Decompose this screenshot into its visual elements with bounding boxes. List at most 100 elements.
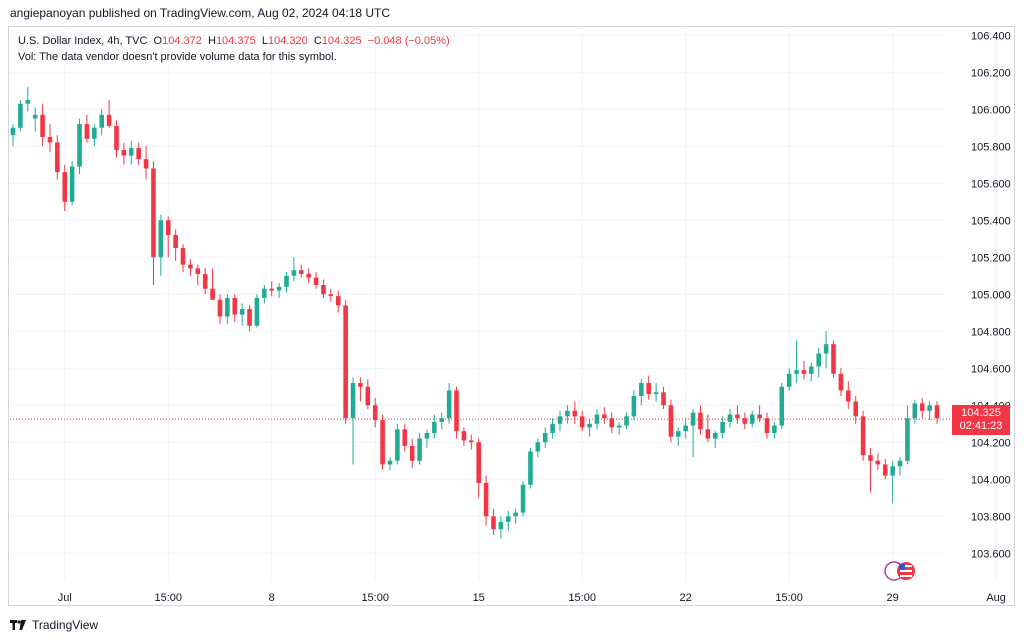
- y-tick-label: 104.800: [971, 326, 1011, 338]
- candle-down: [661, 386, 666, 409]
- candle-body: [32, 114, 38, 119]
- candle-down: [62, 164, 68, 211]
- candle-body: [801, 370, 807, 374]
- candle-body: [306, 273, 311, 278]
- candle-down: [380, 414, 385, 470]
- candle-up: [816, 347, 822, 378]
- candle-body: [483, 482, 489, 517]
- candle-up: [565, 405, 570, 424]
- tradingview-logo-icon[interactable]: [10, 620, 26, 630]
- candle-body: [846, 390, 851, 402]
- candle-up: [291, 257, 297, 282]
- candle-down: [742, 412, 748, 430]
- candle-body: [409, 445, 415, 461]
- candle-body: [616, 425, 622, 428]
- candle-body: [128, 148, 134, 156]
- x-tick-label: 15:00: [361, 592, 389, 604]
- candle-down: [121, 142, 127, 165]
- close-label: C: [313, 35, 322, 47]
- candle-up: [772, 421, 777, 439]
- candle-body: [809, 366, 814, 374]
- candle-body: [602, 414, 607, 419]
- candle-down: [306, 268, 311, 284]
- candle-up: [794, 340, 799, 384]
- candle-body: [424, 433, 430, 439]
- y-tick-label: 103.600: [971, 548, 1011, 560]
- candle-up: [69, 161, 75, 206]
- candle-down: [846, 381, 851, 409]
- candle-up: [77, 118, 82, 174]
- candle-up: [594, 408, 600, 430]
- candlestick-chart[interactable]: 106.400 106.200 106.000 105.800 105.600 105.4…: [8, 26, 1015, 606]
- candle-body: [210, 288, 215, 300]
- candle-down: [831, 340, 836, 378]
- candle-body: [587, 423, 592, 428]
- y-tick-label: 106.400: [971, 30, 1011, 42]
- candle-body: [247, 309, 252, 326]
- candle-up: [158, 214, 164, 276]
- candle-body: [165, 220, 171, 236]
- candle-up: [439, 412, 445, 430]
- candle-body: [343, 305, 348, 419]
- candle-up: [254, 294, 260, 328]
- change-value: −0.048 (−0.05%): [367, 35, 450, 47]
- candle-down: [40, 103, 45, 147]
- candle-up: [25, 87, 31, 112]
- candle-down: [469, 434, 474, 450]
- candle-up: [727, 408, 733, 428]
- candle-down: [269, 281, 275, 297]
- candle-body: [313, 277, 319, 285]
- y-tick-label: 106.000: [971, 104, 1011, 116]
- candle-up: [890, 460, 895, 504]
- candle-down: [136, 142, 141, 165]
- brand-name[interactable]: TradingView: [32, 618, 99, 632]
- candle-body: [491, 516, 496, 530]
- candle-body: [10, 127, 16, 136]
- candle-body: [690, 412, 696, 426]
- candle-body: [454, 390, 459, 432]
- candle-down: [210, 268, 215, 300]
- open-value: 104.372: [162, 35, 202, 47]
- candle-up: [624, 412, 629, 430]
- candle-down: [321, 279, 326, 298]
- candle-body: [646, 383, 652, 395]
- candle-body: [919, 403, 925, 411]
- candle-body: [905, 418, 910, 461]
- candle-up: [912, 399, 918, 424]
- candle-up: [535, 438, 541, 458]
- candle-up: [225, 294, 230, 324]
- candle-body: [47, 137, 53, 143]
- candle-body: [705, 429, 711, 439]
- candle-body: [505, 516, 511, 522]
- candle-body: [542, 433, 548, 443]
- candle-up: [432, 414, 437, 439]
- candle-down: [151, 161, 156, 285]
- candle-body: [476, 442, 481, 483]
- candle-down: [247, 305, 252, 332]
- price-axis: 106.400 106.200 106.000 105.800 105.600 105.4…: [971, 30, 1011, 560]
- candle-down: [735, 405, 740, 424]
- candle-up: [99, 109, 104, 136]
- us-flag-icon[interactable]: [884, 561, 918, 581]
- candle-down: [114, 120, 119, 158]
- candle-down: [838, 368, 844, 396]
- candle-body: [875, 460, 881, 465]
- candle-body: [25, 100, 31, 104]
- close-value: 104.325: [321, 35, 362, 47]
- candle-body: [188, 264, 193, 269]
- x-tick-label: 29: [887, 592, 899, 604]
- x-tick-label: 8: [269, 592, 275, 604]
- candle-down: [313, 272, 319, 289]
- candle-body: [254, 297, 260, 326]
- candle-body: [572, 410, 578, 417]
- candle-up: [284, 272, 289, 293]
- candle-up: [712, 431, 718, 448]
- candle-body: [77, 124, 82, 167]
- candle-up: [690, 408, 696, 458]
- candle-body: [882, 464, 888, 476]
- candle-down: [476, 438, 481, 498]
- high-value: 104.375: [215, 35, 256, 47]
- candle-body: [202, 273, 208, 289]
- candle-body: [372, 405, 378, 421]
